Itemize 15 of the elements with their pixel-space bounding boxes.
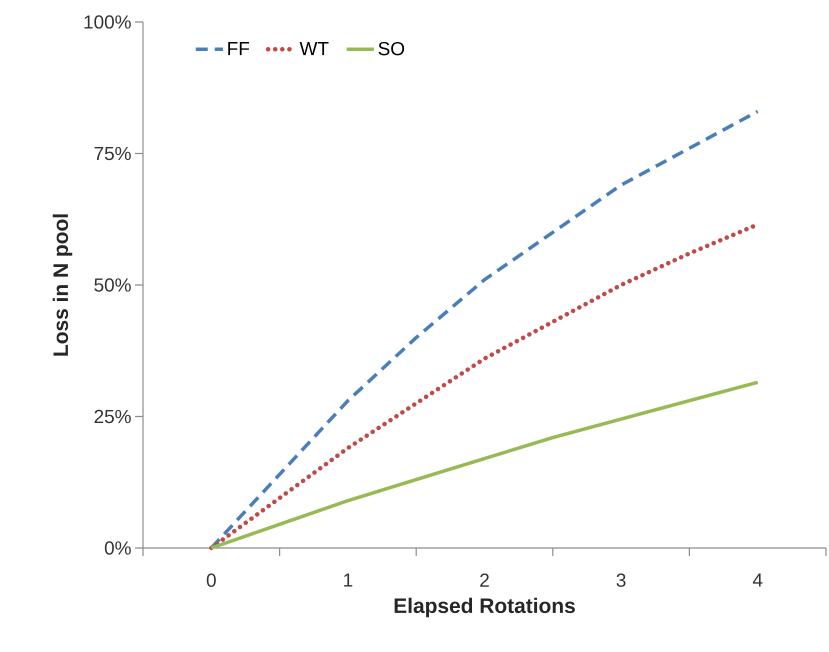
legend-label: SO: [378, 42, 404, 56]
y-tick-label: 0%: [104, 541, 131, 555]
y-axis-title: Loss in N pool: [52, 214, 72, 356]
x-tick-label: 4: [752, 574, 762, 587]
y-tick-label: 50%: [94, 278, 131, 292]
x-axis-title: Elapsed Rotations: [394, 598, 575, 618]
x-tick-label: 0: [206, 574, 216, 587]
y-tick-label: 100%: [84, 15, 131, 29]
y-tick-label: 75%: [94, 146, 131, 160]
legend-label: WT: [300, 42, 329, 56]
x-tick-label: 3: [616, 574, 626, 587]
y-tick-label: 25%: [94, 410, 131, 424]
x-tick-label: 2: [480, 574, 489, 587]
x-tick-label: 1: [344, 574, 352, 587]
legend-label: FF: [228, 42, 250, 56]
